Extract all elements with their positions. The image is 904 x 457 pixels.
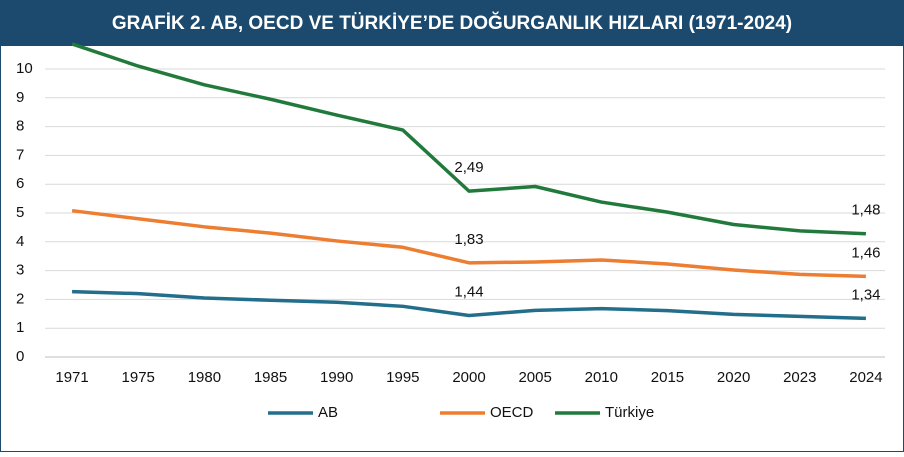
line [72, 289, 866, 321]
data-label: 2,49 [454, 159, 483, 176]
x-tick-label: 1995 [386, 369, 419, 386]
data-label: 1,83 [454, 231, 483, 248]
y-tick-label: 1 [16, 319, 24, 336]
line [71, 42, 866, 236]
x-tick-label: 1985 [254, 369, 287, 386]
y-tick-label: 2 [16, 290, 24, 307]
title-bar [0, 0, 904, 46]
x-tick-label: 1975 [122, 369, 155, 386]
data-label: 1,46 [851, 244, 880, 261]
y-tick-label: 8 [16, 118, 24, 135]
y-tick-label: 9 [16, 89, 24, 106]
x-tick-label: 2020 [717, 369, 750, 386]
y-tick-label: 7 [16, 146, 24, 163]
x-tick-label: 2005 [518, 369, 551, 386]
y-tick-label: 5 [16, 204, 24, 221]
y-tick-label: 6 [16, 175, 24, 192]
y-tick-label: 10 [16, 60, 33, 77]
x-tick-label: 1990 [320, 369, 353, 386]
x-tick-label: 2024 [849, 369, 882, 386]
y-tick-label: 3 [16, 262, 24, 279]
x-tick-label: 1971 [55, 369, 88, 386]
chart-title: GRAFİK 2. AB, OECD VE TÜRKİYE’DE DOĞURGA… [112, 12, 792, 34]
y-tick-label: 4 [16, 233, 24, 250]
x-tick-label: 2000 [452, 369, 485, 386]
data-label: 1,44 [454, 283, 483, 300]
x-tick-label: 1980 [188, 369, 221, 386]
line [71, 208, 866, 279]
data-label: 1,48 [851, 202, 880, 219]
x-tick-label: 2010 [585, 369, 618, 386]
x-tick-label: 2023 [783, 369, 816, 386]
legend-label: AB [318, 404, 338, 421]
data-label: 1,34 [851, 286, 880, 303]
legend-label: OECD [490, 404, 534, 421]
y-tick-label: 0 [16, 348, 24, 365]
legend-label: Türkiye [605, 404, 654, 421]
x-tick-label: 2015 [651, 369, 684, 386]
